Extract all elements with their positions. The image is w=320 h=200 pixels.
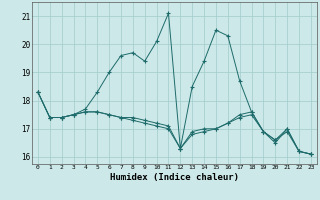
X-axis label: Humidex (Indice chaleur): Humidex (Indice chaleur) [110,173,239,182]
